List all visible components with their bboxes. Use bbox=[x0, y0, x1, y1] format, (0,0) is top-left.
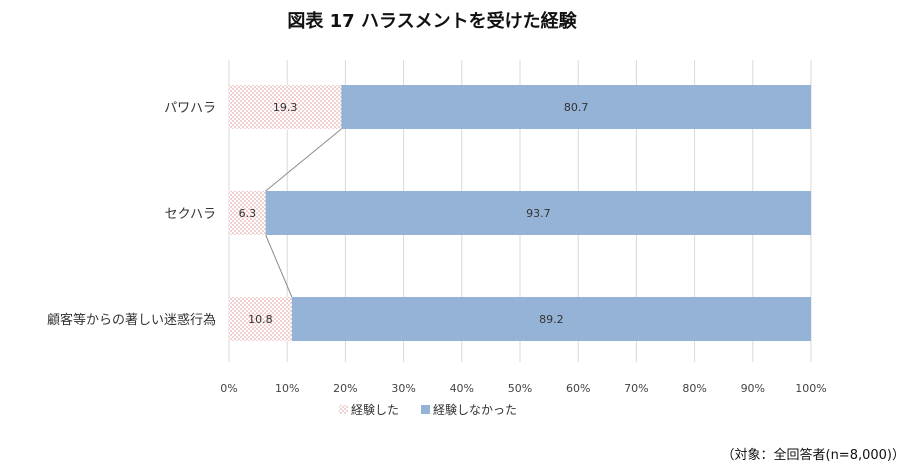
legend: 経験した 経験しなかった bbox=[339, 402, 517, 417]
bar-experienced bbox=[229, 85, 342, 129]
x-tick-label: 100% bbox=[795, 382, 826, 395]
x-tick-label: 20% bbox=[333, 382, 357, 395]
series-connector-line bbox=[265, 234, 293, 298]
bars bbox=[229, 85, 812, 341]
bar-not-experienced bbox=[341, 85, 811, 129]
series-lines bbox=[265, 128, 342, 298]
legend-swatch-experienced bbox=[339, 405, 348, 414]
x-axis-ticks: 0% 10% 20% 30% 40% 50% 60% 70% 80% 90% 100% bbox=[220, 382, 826, 395]
x-tick-label: 10% bbox=[275, 382, 299, 395]
data-labels: 19.3 80.7 6.3 93.7 10.8 89.2 bbox=[239, 101, 589, 326]
data-label-not-experienced: 93.7 bbox=[526, 207, 551, 220]
x-tick-label: 50% bbox=[508, 382, 532, 395]
legend-label-not-experienced: 経験しなかった bbox=[433, 402, 517, 417]
x-tick-label: 70% bbox=[624, 382, 648, 395]
bar-not-experienced bbox=[265, 191, 811, 235]
series-connector-line bbox=[265, 128, 342, 192]
data-label-not-experienced: 80.7 bbox=[564, 101, 589, 114]
bar-not-experienced bbox=[291, 297, 812, 341]
category-label: パワハラ bbox=[164, 101, 216, 116]
x-tick-label: 90% bbox=[741, 382, 765, 395]
x-tick-label: 60% bbox=[566, 382, 590, 395]
data-label-experienced: 6.3 bbox=[239, 207, 257, 220]
x-tick-label: 80% bbox=[682, 382, 706, 395]
x-tick-label: 0% bbox=[220, 382, 237, 395]
bar-experienced bbox=[229, 297, 292, 341]
bar-experienced bbox=[229, 191, 266, 235]
x-tick-label: 30% bbox=[391, 382, 415, 395]
chart-title: 図表 17 ハラスメントを受けた経験 bbox=[287, 10, 577, 32]
data-label-experienced: 19.3 bbox=[273, 101, 298, 114]
data-label-not-experienced: 89.2 bbox=[539, 313, 564, 326]
legend-swatch-not-experienced bbox=[421, 405, 430, 414]
category-label: 顧客等からの著しい迷惑行為 bbox=[47, 312, 216, 328]
footnote: （対象：全回答者(n=8,000)） bbox=[722, 447, 906, 463]
legend-label-experienced: 経験した bbox=[351, 402, 399, 417]
data-label-experienced: 10.8 bbox=[248, 313, 273, 326]
category-label: セクハラ bbox=[165, 207, 216, 222]
x-tick-label: 40% bbox=[450, 382, 474, 395]
